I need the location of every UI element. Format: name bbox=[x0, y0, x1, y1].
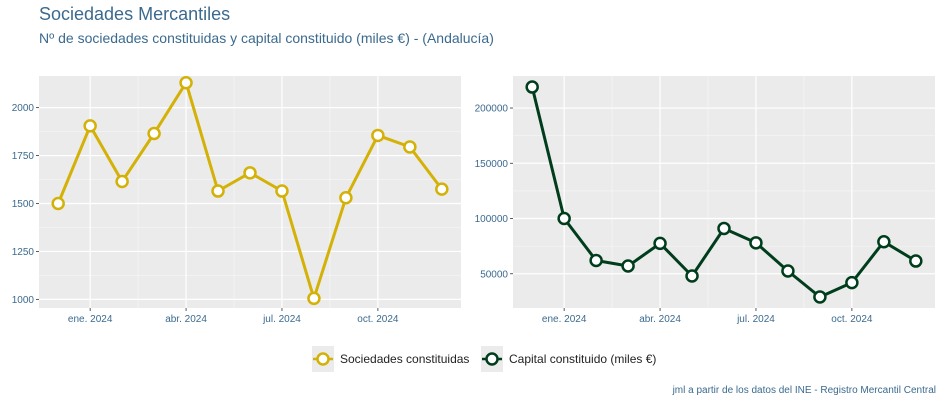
legend-label-capital: Capital constituido (miles €) bbox=[509, 352, 656, 366]
panel-capital: 50000 100000 150000 200000 ene. 2024 abr. 202… bbox=[475, 76, 935, 325]
y-tick-label: 1250 bbox=[12, 247, 35, 258]
data-point bbox=[243, 166, 257, 180]
data-point bbox=[339, 191, 353, 205]
y-tick-label: 200000 bbox=[475, 104, 509, 115]
data-point bbox=[51, 196, 65, 211]
x-tick-label: abr. 2024 bbox=[165, 314, 207, 325]
data-point bbox=[877, 234, 891, 249]
data-point bbox=[909, 254, 923, 268]
x-tick-label: oct. 2024 bbox=[357, 314, 399, 325]
data-point bbox=[115, 174, 129, 189]
x-tick-label: ene. 2024 bbox=[68, 314, 113, 325]
y-tick-label: 1000 bbox=[12, 295, 35, 306]
plot-background bbox=[39, 76, 461, 308]
x-tick-label: ene. 2024 bbox=[542, 314, 587, 325]
y-tick-label: 1750 bbox=[12, 151, 35, 162]
panel-sociedades: 1000 1250 1500 1750 2000 ene. 2024 abr. 2024 ju… bbox=[12, 75, 461, 325]
data-point bbox=[685, 269, 699, 283]
data-point bbox=[403, 140, 417, 154]
data-point bbox=[813, 290, 827, 304]
y-tick-label: 100000 bbox=[475, 214, 509, 225]
x-tick-label: jul. 2024 bbox=[262, 314, 301, 325]
chart-title: Sociedades Mercantiles bbox=[39, 4, 231, 24]
data-point bbox=[275, 184, 289, 198]
data-point bbox=[653, 236, 667, 251]
data-point bbox=[211, 184, 225, 198]
data-point bbox=[179, 75, 193, 90]
legend-key-marker-sociedades bbox=[316, 352, 330, 366]
data-point bbox=[717, 221, 731, 236]
data-point bbox=[845, 275, 859, 290]
data-point bbox=[589, 253, 603, 268]
chart-subtitle: Nº de sociedades constituidas y capital … bbox=[39, 30, 494, 46]
data-point bbox=[621, 259, 635, 273]
data-point bbox=[307, 291, 321, 306]
y-tick-label: 2000 bbox=[12, 103, 35, 114]
data-point bbox=[781, 264, 795, 278]
y-tick-label: 50000 bbox=[480, 269, 508, 280]
x-tick-label: oct. 2024 bbox=[831, 314, 873, 325]
data-point bbox=[557, 211, 571, 226]
y-tick-label: 150000 bbox=[475, 159, 509, 170]
x-tick-label: abr. 2024 bbox=[639, 314, 681, 325]
legend: Sociedades constituidas Capital constitu… bbox=[312, 346, 656, 372]
legend-key-marker-capital bbox=[485, 352, 499, 366]
legend-label-sociedades: Sociedades constituidas bbox=[340, 352, 469, 366]
data-point bbox=[525, 80, 539, 94]
x-tick-label: jul. 2024 bbox=[736, 314, 775, 325]
y-tick-label: 1500 bbox=[12, 199, 35, 210]
data-point bbox=[83, 119, 97, 133]
data-point bbox=[147, 126, 161, 141]
data-point bbox=[435, 182, 449, 196]
data-point bbox=[749, 236, 763, 250]
source-caption: jml a partir de los datos del INE - Regi… bbox=[672, 385, 936, 396]
plot-background bbox=[513, 76, 935, 308]
data-point bbox=[371, 128, 385, 143]
